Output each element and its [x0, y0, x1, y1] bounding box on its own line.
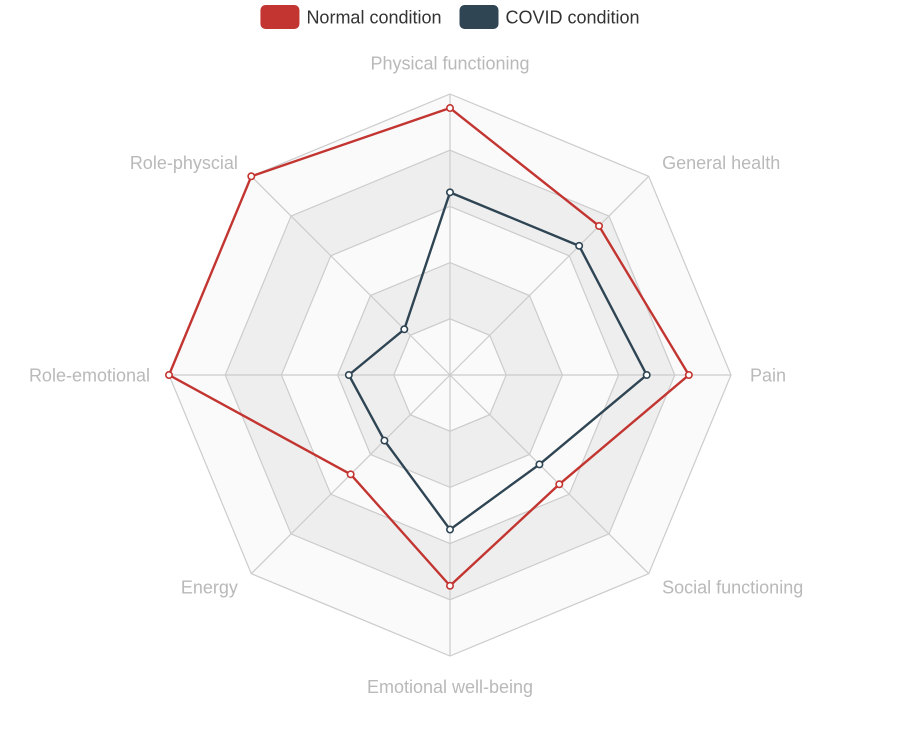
radar-series: [165, 104, 693, 590]
series-1-point-3[interactable]: [535, 460, 544, 469]
series-1-point-1[interactable]: [575, 241, 584, 250]
series-1-point-2[interactable]: [642, 370, 651, 379]
legend-item-1[interactable]: COVID condition: [459, 5, 640, 29]
legend-label-1: COVID condition: [506, 7, 640, 27]
series-0: [165, 104, 693, 590]
axis-label-3: Social functioning: [662, 577, 803, 597]
series-0-point-7[interactable]: [247, 172, 256, 181]
axis-label-6: Role-emotional: [29, 365, 150, 385]
axis-label-0: Physical functioning: [370, 54, 529, 74]
series-1-point-6[interactable]: [344, 370, 353, 379]
axis-line-1: [449, 175, 650, 376]
axis-label-2: Pain: [750, 365, 786, 385]
series-1: [344, 188, 651, 534]
axis-label-4: Emotional well-being: [367, 677, 533, 697]
series-1-point-7[interactable]: [400, 325, 409, 334]
series-0-point-3[interactable]: [555, 480, 564, 489]
series-0-point-2[interactable]: [684, 370, 693, 379]
chart-legend: Normal condition COVID condition: [260, 5, 640, 29]
radar-axis-labels: Physical functioning General health Pain So…: [29, 54, 803, 697]
axis-label-1: General health: [662, 153, 780, 173]
series-0-point-0[interactable]: [445, 104, 454, 113]
series-0-point-5[interactable]: [346, 470, 355, 479]
axis-label-7: Role-physcial: [130, 153, 238, 173]
series-1-point-5[interactable]: [380, 436, 389, 445]
series-1-point-4[interactable]: [445, 525, 454, 534]
series-1-point-0[interactable]: [445, 188, 454, 197]
series-0-point-4[interactable]: [445, 581, 454, 590]
axis-line-7: [250, 175, 451, 376]
radar-axis-lines: [169, 94, 731, 656]
axis-label-5: Energy: [181, 577, 238, 597]
legend-swatch-0: [260, 5, 300, 29]
axis-line-3: [449, 374, 650, 575]
legend-item-0[interactable]: Normal condition: [260, 5, 442, 29]
legend-swatch-1: [459, 5, 499, 29]
series-0-point-1[interactable]: [595, 221, 604, 230]
legend-label-0: Normal condition: [306, 7, 441, 27]
series-0-point-6[interactable]: [165, 370, 174, 379]
